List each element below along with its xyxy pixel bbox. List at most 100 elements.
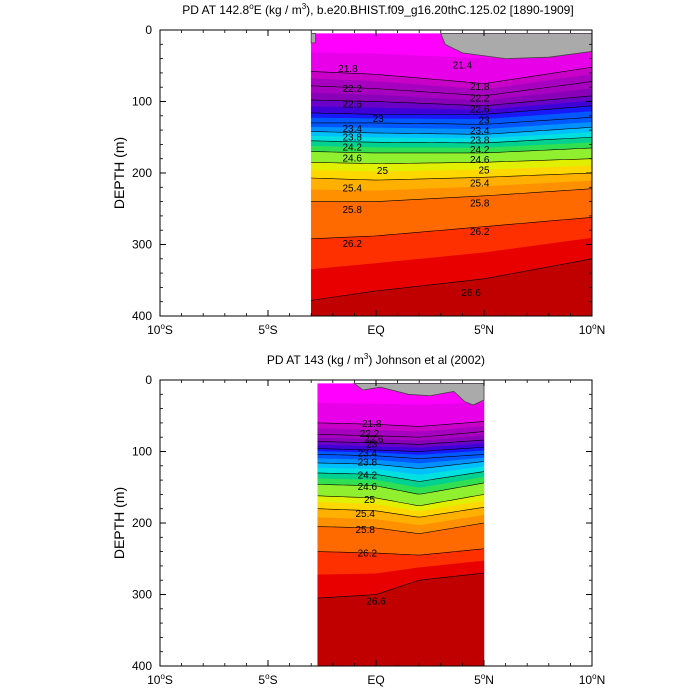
bottom-panel-y-axis: 0 100 200 300 400 xyxy=(132,373,592,673)
contour-label: 23.4 xyxy=(343,124,363,135)
contour-label: 22.6 xyxy=(343,100,363,111)
bottom-panel: PD AT 143 (kg / m3) Johnson et al (2002)… xyxy=(111,352,605,687)
contour-label: 26.6 xyxy=(366,596,386,607)
bottom-panel-x-axis: 10oS 5oS EQ 5oN 10oN xyxy=(147,380,605,687)
contour-label: 23.8 xyxy=(343,133,363,144)
y-tick-label: 100 xyxy=(132,445,152,459)
isopycnal-24-2 xyxy=(311,136,593,144)
isopycnal-23-4 xyxy=(317,454,485,459)
x-tick-label: 5oN xyxy=(474,672,494,687)
contour-label: 23.4 xyxy=(470,126,490,137)
contour-label: 23 xyxy=(373,114,385,125)
contour-label: 24.6 xyxy=(343,153,363,164)
contour-label: 22.2 xyxy=(470,93,490,104)
contour-label: 25.4 xyxy=(470,178,490,189)
contour-label: 26.2 xyxy=(470,227,490,238)
density-band xyxy=(317,402,485,427)
x-tick-label: 10oS xyxy=(147,322,173,337)
top-panel-density-field xyxy=(310,33,593,317)
contour-label: 21.8 xyxy=(338,64,358,75)
contour-label: 25.8 xyxy=(343,205,363,216)
contour-label: 25.4 xyxy=(355,509,375,520)
contour-label: 22.6 xyxy=(470,105,490,116)
isopycnal-25 xyxy=(311,158,593,164)
isopycnal-25-8 xyxy=(317,522,485,534)
missing-data-mask xyxy=(310,33,316,44)
isopycnal-26-6 xyxy=(317,572,485,599)
contour-label: 24.6 xyxy=(358,482,378,493)
contour-label: 22.2 xyxy=(343,84,363,95)
top-panel-y-axis: 0 100 200 300 400 xyxy=(132,23,592,323)
isopycnal-22-6 xyxy=(317,439,485,445)
y-tick-label: 0 xyxy=(145,373,152,387)
bottom-panel-y-label: DEPTH (m) xyxy=(111,487,127,559)
contour-label: 22.6 xyxy=(364,435,384,446)
contour-label: 23 xyxy=(366,440,378,451)
isopycnal-23-4 xyxy=(311,116,593,125)
x-tick-label: 10oN xyxy=(579,672,605,687)
isopycnal-23-8 xyxy=(317,461,485,469)
contour-label: 26.2 xyxy=(343,239,363,250)
top-panel-title: PD AT 142.8oE (kg / m3), b.e20.BHIST.f09… xyxy=(182,2,573,17)
x-tick-label: 10oS xyxy=(147,672,173,687)
contour-label: 25.8 xyxy=(470,198,490,209)
contour-label: 24.2 xyxy=(470,145,490,156)
y-tick-label: 300 xyxy=(132,588,152,602)
contour-label: 22.2 xyxy=(360,429,380,440)
contour-label: 25 xyxy=(377,166,389,177)
missing-data-mask xyxy=(353,383,485,406)
y-tick-label: 400 xyxy=(132,659,152,673)
x-tick-label: EQ xyxy=(367,323,384,337)
y-tick-label: 200 xyxy=(132,516,152,530)
top-panel-x-axis: 10oS 5oS EQ 5oN 10oN xyxy=(147,30,605,337)
isopycnal-25-4 xyxy=(311,172,593,181)
x-tick-label: EQ xyxy=(367,673,384,687)
isopycnal-22-2 xyxy=(317,431,485,438)
isopycnal-26-6 xyxy=(311,258,593,301)
isopycnal-24-6 xyxy=(311,147,593,154)
isopycnal-24-6 xyxy=(317,482,485,495)
isopycnal-25 xyxy=(317,494,485,506)
isopycnal-23-8 xyxy=(311,126,593,135)
contour-label: 23 xyxy=(478,115,490,126)
contour-label: 25 xyxy=(364,495,376,506)
isopycnal-25-4 xyxy=(317,506,485,518)
y-tick-label: 200 xyxy=(132,166,152,180)
x-tick-label: 10oN xyxy=(579,322,605,337)
x-tick-label: 5oN xyxy=(474,322,494,337)
contour-label: 23.8 xyxy=(470,135,490,146)
contour-label: 24.6 xyxy=(470,155,490,166)
contour-label: 21.8 xyxy=(470,82,490,93)
isopycnal-21-8 xyxy=(311,66,593,84)
contour-label: 21.8 xyxy=(362,419,382,430)
isopycnal-22-6 xyxy=(311,95,593,106)
bottom-panel-title: PD AT 143 (kg / m3) Johnson et al (2002) xyxy=(267,352,485,367)
isopycnal-23 xyxy=(311,105,593,115)
contour-label: 25.8 xyxy=(355,525,375,536)
contour-label: 26.2 xyxy=(358,548,378,559)
bottom-panel-density-field xyxy=(317,383,485,667)
contour-label: 25.4 xyxy=(343,183,363,194)
contour-label: 24.2 xyxy=(358,470,378,481)
top-panel: PD AT 142.8oE (kg / m3), b.e20.BHIST.f09… xyxy=(111,2,605,337)
x-tick-label: 5oS xyxy=(258,672,277,687)
isopycnal-25-8 xyxy=(311,188,593,202)
y-tick-label: 0 xyxy=(145,23,152,37)
isopycnal-21-8 xyxy=(317,421,485,427)
y-tick-label: 400 xyxy=(132,309,152,323)
x-tick-label: 5oS xyxy=(258,322,277,337)
contour-label: 25 xyxy=(478,165,490,176)
contour-label: 23.8 xyxy=(358,458,378,469)
contour-label: 24.2 xyxy=(343,143,363,154)
contour-label: 21.4 xyxy=(453,60,473,71)
isopycnal-26-2 xyxy=(317,548,485,556)
isopycnal-23 xyxy=(317,446,485,452)
y-tick-label: 100 xyxy=(132,95,152,109)
isopycnal-26-2 xyxy=(311,217,593,240)
top-panel-y-label: DEPTH (m) xyxy=(111,137,127,209)
contour-label: 23.4 xyxy=(358,448,378,459)
contour-label: 26.6 xyxy=(461,288,481,299)
